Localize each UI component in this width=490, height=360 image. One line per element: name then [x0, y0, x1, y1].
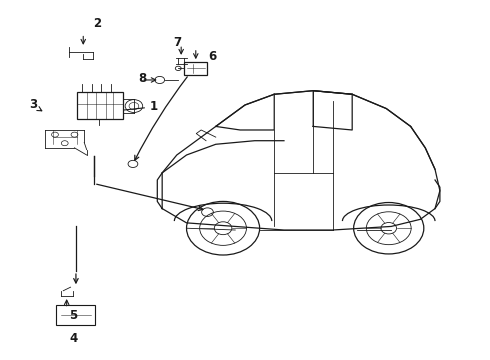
Text: 7: 7 [173, 36, 182, 49]
Text: 8: 8 [139, 72, 147, 85]
Text: 1: 1 [123, 100, 158, 113]
Text: 3: 3 [29, 98, 37, 111]
Text: 4: 4 [70, 333, 77, 346]
Text: 2: 2 [93, 17, 101, 30]
Text: 6: 6 [208, 50, 217, 63]
Text: 5: 5 [70, 309, 77, 321]
